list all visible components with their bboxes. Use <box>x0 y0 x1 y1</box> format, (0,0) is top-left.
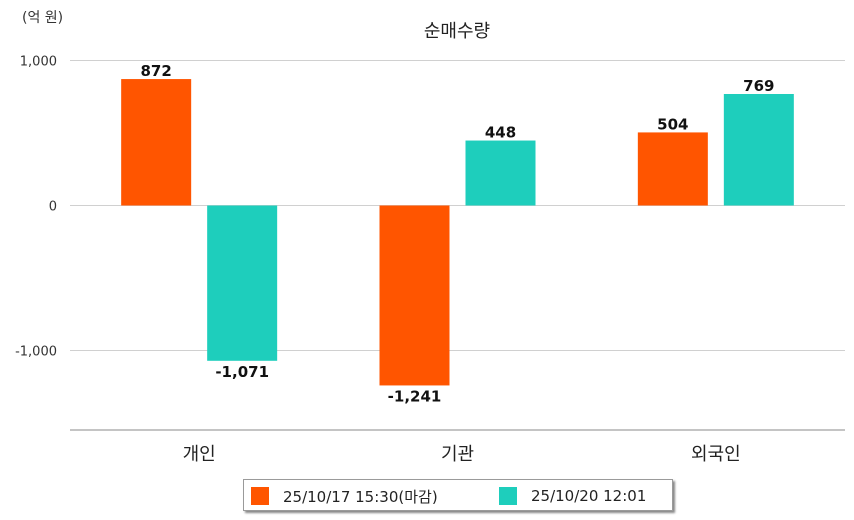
legend: 25/10/17 15:30(마감) 25/10/20 12:01 <box>243 479 673 511</box>
bar-개인-series-2[interactable] <box>207 205 278 361</box>
bar-기관-series-2[interactable] <box>465 140 536 206</box>
data-label: 769 <box>743 77 774 95</box>
x-tick-label: 외국인 <box>691 444 741 465</box>
legend-swatch-series-1 <box>251 487 269 505</box>
data-label: 872 <box>141 62 172 80</box>
bar-기관-series-1[interactable] <box>379 205 450 386</box>
legend-label-series-2: 25/10/20 12:01 <box>531 487 647 505</box>
y-tick-label: 1,000 <box>20 55 57 70</box>
x-axis-ticks: 개인 기관 외국인 <box>183 444 741 465</box>
data-label: -1,071 <box>215 363 269 381</box>
bars: 872 -1,071 -1,241 448 504 769 <box>121 62 794 405</box>
unit-label: (억 원) <box>22 10 63 26</box>
x-tick-label: 기관 <box>441 444 474 465</box>
y-axis-ticks: 1,000 0 -1,000 <box>15 55 57 360</box>
gridlines <box>70 60 845 351</box>
x-tick-label: 개인 <box>183 444 216 465</box>
bar-외국인-series-2[interactable] <box>723 93 794 206</box>
legend-item-series-2[interactable]: 25/10/20 12:01 <box>499 486 646 506</box>
chart-title: 순매수량 <box>424 21 490 42</box>
legend-item-series-1[interactable]: 25/10/17 15:30(마감) <box>251 486 438 506</box>
bar-외국인-series-1[interactable] <box>637 132 708 206</box>
data-label: -1,241 <box>388 387 442 405</box>
y-tick-label: -1,000 <box>15 345 57 360</box>
data-label: 504 <box>657 115 688 133</box>
data-label: 448 <box>485 124 516 142</box>
legend-swatch-series-2 <box>499 487 517 505</box>
bar-개인-series-1[interactable] <box>121 79 192 206</box>
y-tick-label: 0 <box>49 200 57 215</box>
legend-label-series-1: 25/10/17 15:30(마감) <box>283 487 438 506</box>
